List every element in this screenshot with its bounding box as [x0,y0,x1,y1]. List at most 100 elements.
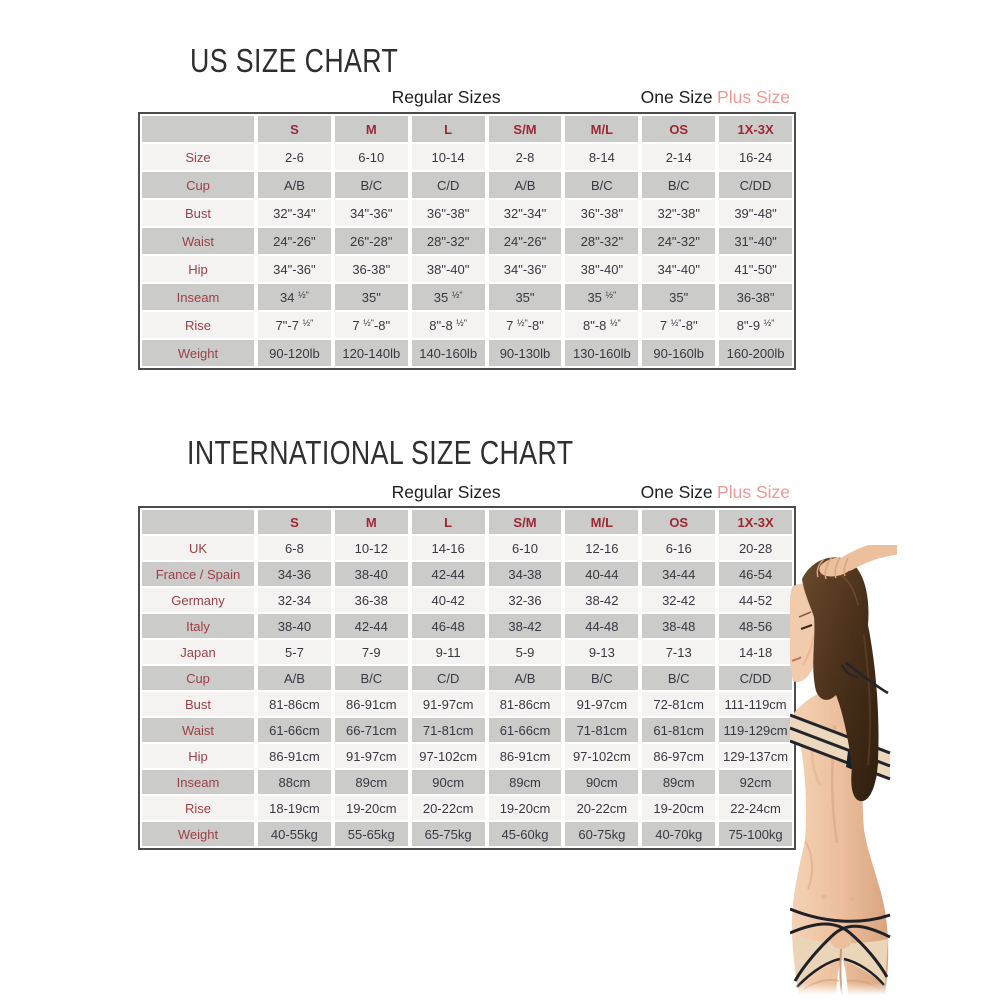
value-cell: 32-42 [642,588,716,612]
international-size-table: S M L S/M M/L OS 1X-3X UK 6-8 10-12 14-16 6-10 12-16… [138,506,796,850]
row-label-cell: Waist [142,718,254,742]
value-cell: 90-130lb [488,340,562,366]
value-cell: 61-66cm [258,718,331,742]
value-cell: 66-71cm [334,718,408,742]
value-cell: 5-9 [488,640,562,664]
value-cell: 20-22cm [411,796,485,820]
value-cell: 18-19cm [258,796,331,820]
value-cell: 91-97cm [565,692,639,716]
row-label-cell: Italy [142,614,254,638]
value-cell: 32"-34" [488,200,562,226]
regular-sizes-label: Regular Sizes [391,482,501,502]
value-cell: 35" [334,284,408,310]
value-cell: 91-97cm [334,744,408,768]
row-label-cell: Size [142,144,254,170]
row-label-cell: Waist [142,228,254,254]
value-cell: B/C [642,666,716,690]
value-cell: 86-91cm [488,744,562,768]
value-cell: 7 ½"-8" [334,312,408,338]
international-size-group-labels: Regular Sizes One Size Plus Size [140,479,790,503]
value-cell: 97-102cm [411,744,485,768]
corner-cell [142,116,254,142]
international-size-chart-title: INTERNATIONAL SIZE CHART [187,434,574,471]
value-cell: 39"-48" [719,200,792,226]
value-cell: 72-81cm [642,692,716,716]
value-cell: C/DD [719,666,792,690]
value-cell: 14-16 [411,536,485,560]
row-label-cell: Japan [142,640,254,664]
value-cell: 31"-40" [719,228,792,254]
value-cell: 119-129cm [719,718,792,742]
value-cell: 8"-8 ½" [411,312,485,338]
value-cell: 92cm [719,770,792,794]
column-header-cell: 1X-3X [719,116,792,142]
value-cell: 32"-38" [642,200,716,226]
value-cell: B/C [334,666,408,690]
us-size-chart-title: US SIZE CHART [190,42,399,79]
value-cell: 32-34 [258,588,331,612]
plus-size-label: Plus Size [717,482,790,502]
column-header-cell: M [334,116,408,142]
value-cell: 36-38 [334,588,408,612]
value-cell: 16-24 [719,144,792,170]
value-cell: A/B [258,172,331,198]
column-header-cell: M/L [565,116,639,142]
value-cell: B/C [642,172,716,198]
column-header-cell: M/L [565,510,639,534]
value-cell: 7"-7 ½" [258,312,331,338]
value-cell: 34"-36" [258,256,331,282]
value-cell: 81-86cm [488,692,562,716]
value-cell: 12-16 [565,536,639,560]
value-cell: 32"-34" [258,200,331,226]
value-cell: 46-48 [411,614,485,638]
plus-size-label: Plus Size [717,87,790,107]
value-cell: 120-140lb [334,340,408,366]
value-cell: 6-16 [642,536,716,560]
row-label-cell: Inseam [142,770,254,794]
value-cell: 7 ½"-8" [642,312,716,338]
regular-sizes-label: Regular Sizes [391,87,501,107]
value-cell: 140-160lb [411,340,485,366]
value-cell: 65-75kg [411,822,485,846]
column-header-cell: OS [642,116,716,142]
value-cell: 42-44 [334,614,408,638]
value-cell: 40-70kg [642,822,716,846]
row-label-cell: France / Spain [142,562,254,586]
value-cell: 38-42 [488,614,562,638]
value-cell: 86-91cm [334,692,408,716]
column-header-cell: 1X-3X [719,510,792,534]
value-cell: 89cm [334,770,408,794]
value-cell: 71-81cm [411,718,485,742]
value-cell: 40-55kg [258,822,331,846]
row-label-cell: Weight [142,340,254,366]
value-cell: 19-20cm [488,796,562,820]
value-cell: 2-8 [488,144,562,170]
value-cell: 34 ½" [258,284,331,310]
value-cell: 90-120lb [258,340,331,366]
row-label-cell: Rise [142,312,254,338]
value-cell: 111-119cm [719,692,792,716]
value-cell: 6-10 [334,144,408,170]
value-cell: 38-40 [258,614,331,638]
value-cell: 42-44 [411,562,485,586]
value-cell: B/C [565,666,639,690]
value-cell: 36"-38" [565,200,639,226]
value-cell: 34-44 [642,562,716,586]
value-cell: 97-102cm [565,744,639,768]
model-photo [790,545,897,995]
value-cell: 86-91cm [258,744,331,768]
column-header-cell: S [258,116,331,142]
value-cell: 34-38 [488,562,562,586]
value-cell: 48-56 [719,614,792,638]
value-cell: 44-52 [719,588,792,612]
row-label-cell: Bust [142,692,254,716]
value-cell: 38"-40" [411,256,485,282]
value-cell: 7-9 [334,640,408,664]
value-cell: 35 ½" [411,284,485,310]
value-cell: 6-8 [258,536,331,560]
column-header-cell: L [411,510,485,534]
row-label-cell: Hip [142,744,254,768]
value-cell: 88cm [258,770,331,794]
value-cell: 28"-32" [411,228,485,254]
us-size-table: S M L S/M M/L OS 1X-3X Size 2-6 6-10 10-14 2-8 8-14 2… [138,112,796,370]
